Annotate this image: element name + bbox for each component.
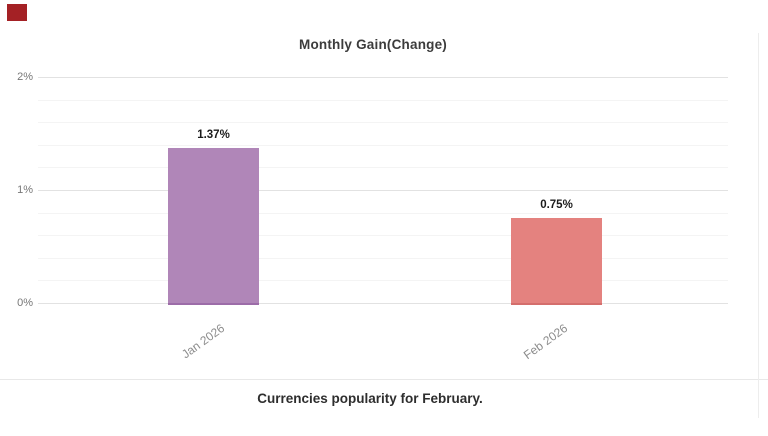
minor-gridline (38, 167, 728, 168)
x-tick-label-jan-2026: Jan 2026 (178, 321, 227, 362)
minor-gridline (38, 145, 728, 146)
chart-title: Monthly Gain(Change) (299, 37, 447, 52)
x-tick-label-feb-2026: Feb 2026 (520, 321, 570, 363)
minor-gridline (38, 235, 728, 236)
major-gridline (38, 303, 728, 304)
panel-right-border (758, 33, 759, 418)
major-gridline (38, 77, 728, 78)
minor-gridline (38, 100, 728, 101)
y-tick-label: 2% (17, 71, 33, 83)
minor-gridline (38, 213, 728, 214)
bar-jan-2026[interactable] (168, 148, 259, 305)
chart-caption: Currencies popularity for February. (257, 391, 483, 406)
minor-gridline (38, 258, 728, 259)
minor-gridline (38, 280, 728, 281)
minor-gridline (38, 122, 728, 123)
y-tick-label: 0% (17, 297, 33, 309)
bar-value-label: 1.37% (197, 129, 230, 142)
major-gridline (38, 190, 728, 191)
y-tick-label: 1% (17, 184, 33, 196)
bar-feb-2026[interactable] (511, 218, 602, 305)
bar-value-label: 0.75% (540, 199, 573, 212)
recording-indicator (7, 4, 27, 21)
caption-divider (0, 379, 768, 380)
